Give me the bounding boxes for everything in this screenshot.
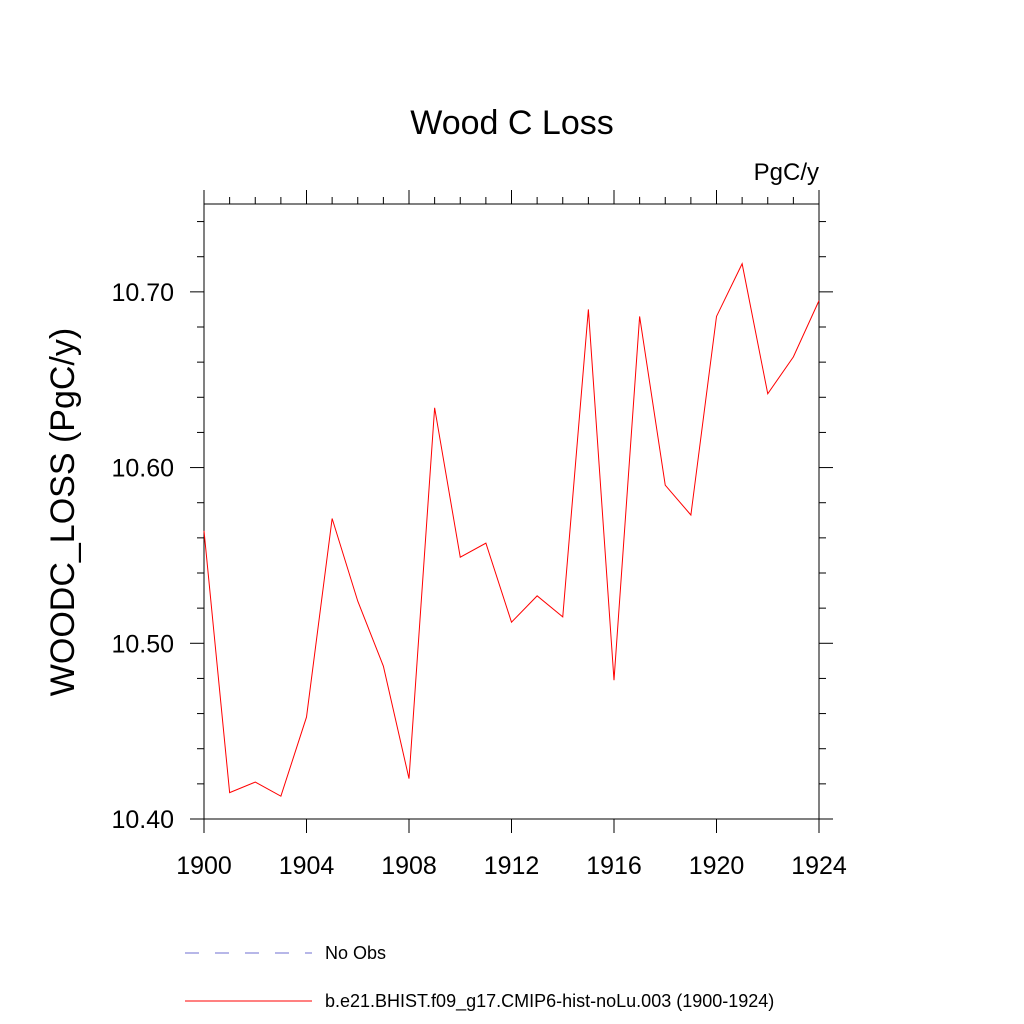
x-tick-label: 1924 [791,852,847,880]
y-tick-label: 10.60 [111,455,174,483]
y-tick-label: 10.40 [111,806,174,834]
x-tick-label: 1912 [484,852,540,880]
y-tick-labels: 10.40 10.50 10.60 10.70 [111,279,174,834]
x-tick-label: 1900 [176,852,232,880]
chart-units: PgC/y [754,159,819,186]
y-axis-label: WOODC_LOSS (PgC/y) [44,328,82,696]
x-tick-label: 1920 [689,852,745,880]
legend-label-no-obs: No Obs [325,943,386,963]
x-tick-label: 1904 [279,852,335,880]
y-tick-label: 10.50 [111,630,174,658]
legend: No Obs b.e21.BHIST.f09_g17.CMIP6-hist-no… [185,943,774,1012]
x-tick-labels: 1900 1904 1908 1912 1916 1920 1924 [176,852,847,880]
chart-title: Wood C Loss [410,104,613,142]
axis-ticks [190,190,833,833]
y-tick-label: 10.70 [111,279,174,307]
legend-label-model: b.e21.BHIST.f09_g17.CMIP6-hist-noLu.003 … [325,991,774,1012]
series-line-0 [203,262,820,797]
series-layer [203,262,820,797]
x-tick-label: 1916 [586,852,642,880]
x-tick-label: 1908 [381,852,437,880]
